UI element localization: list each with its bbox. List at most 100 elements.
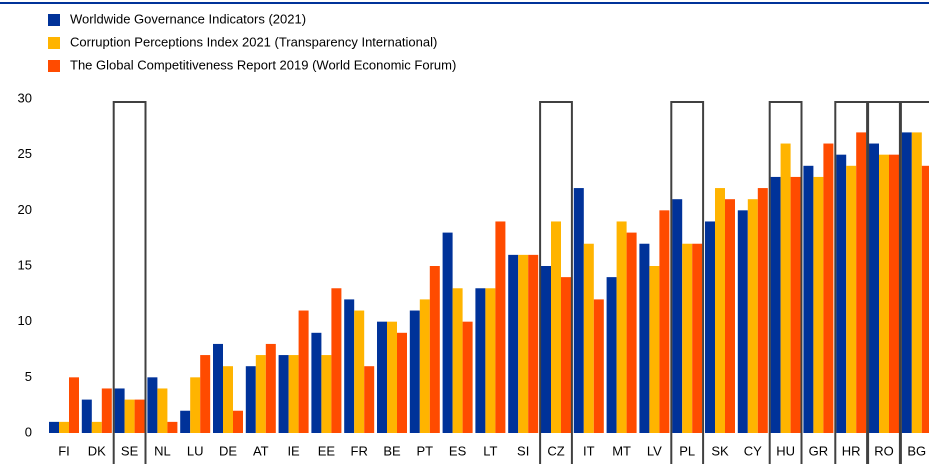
- bar: [442, 232, 453, 433]
- bar: [452, 288, 463, 433]
- bar: [255, 355, 266, 433]
- bar: [790, 176, 801, 433]
- bar: [59, 421, 69, 433]
- bar: [157, 388, 168, 433]
- bar: [124, 399, 135, 433]
- bar: [803, 165, 814, 434]
- legend-swatch: [48, 14, 60, 26]
- y-tick-label: 5: [25, 369, 32, 384]
- bar: [856, 132, 867, 433]
- bar: [288, 355, 299, 433]
- x-tick-label: BE: [383, 443, 401, 458]
- x-tick-label: LU: [187, 443, 204, 458]
- bar: [91, 421, 102, 433]
- y-tick-label: 25: [18, 146, 32, 161]
- bar: [354, 310, 365, 433]
- bar: [485, 288, 496, 433]
- bar: [757, 188, 768, 433]
- bar: [869, 143, 879, 434]
- bar: [147, 377, 158, 433]
- x-tick-label: DK: [88, 443, 106, 458]
- bar: [846, 165, 857, 434]
- bar: [49, 421, 59, 433]
- x-tick-label: FI: [58, 443, 70, 458]
- y-tick-label: 15: [18, 257, 32, 272]
- x-tick-label: SE: [121, 443, 139, 458]
- bar: [419, 299, 430, 433]
- x-tick-label: NL: [154, 443, 171, 458]
- x-tick-label: FR: [351, 443, 368, 458]
- x-tick-label: CZ: [547, 443, 564, 458]
- bar: [81, 399, 92, 433]
- bar: [541, 266, 551, 433]
- bar: [836, 154, 847, 433]
- bar: [770, 176, 781, 433]
- x-tick-label: CY: [744, 443, 762, 458]
- bar: [659, 210, 670, 433]
- bar: [298, 310, 309, 433]
- bar: [223, 366, 233, 433]
- legend-swatch: [48, 60, 60, 72]
- bar: [200, 355, 211, 433]
- y-tick-label: 10: [18, 313, 32, 328]
- bar: [508, 254, 519, 433]
- bar: [462, 321, 473, 433]
- bar: [593, 299, 604, 433]
- bar: [495, 221, 506, 433]
- y-tick-label: 0: [25, 424, 32, 439]
- highlight-box: [834, 101, 869, 464]
- bar: [616, 221, 627, 433]
- bar: [649, 266, 660, 433]
- x-tick-label: HR: [842, 443, 861, 458]
- bar: [901, 132, 912, 433]
- bar: [705, 221, 715, 433]
- bar: [780, 143, 791, 434]
- bar: [725, 199, 735, 433]
- bar: [245, 366, 256, 433]
- bar: [528, 254, 539, 433]
- bar: [114, 388, 125, 433]
- x-tick-label: EE: [318, 443, 336, 458]
- x-tick-label: SK: [711, 443, 729, 458]
- bar: [475, 288, 486, 433]
- bar: [278, 355, 289, 433]
- legend-label: Worldwide Governance Indicators (2021): [70, 11, 306, 26]
- legend-label: Corruption Perceptions Index 2021 (Trans…: [70, 34, 437, 49]
- bar: [626, 232, 637, 433]
- bar: [692, 243, 703, 433]
- bar: [409, 310, 420, 433]
- highlight-box: [768, 101, 803, 464]
- bar: [331, 288, 342, 433]
- bar: [69, 377, 79, 433]
- y-tick-label: 20: [18, 202, 32, 217]
- bar: [265, 343, 276, 433]
- x-tick-label: LT: [483, 443, 497, 458]
- bar: [101, 388, 112, 433]
- x-tick-label: SI: [517, 443, 529, 458]
- legend-label: The Global Competitiveness Report 2019 (…: [70, 57, 456, 72]
- bar: [190, 377, 201, 433]
- bar: [573, 188, 584, 433]
- highlight-box: [899, 101, 929, 464]
- x-tick-label: PT: [416, 443, 433, 458]
- bar: [213, 343, 223, 433]
- bar: [551, 221, 561, 433]
- x-tick-label: DE: [219, 443, 237, 458]
- bar: [737, 210, 748, 433]
- bar: [321, 355, 332, 433]
- x-tick-label: RO: [874, 443, 894, 458]
- bar: [397, 332, 407, 433]
- bar: [387, 321, 397, 433]
- highlight-box: [670, 101, 705, 464]
- bar: [344, 299, 355, 433]
- highlight-box: [539, 101, 573, 464]
- x-tick-label: HU: [776, 443, 795, 458]
- x-tick-label: PL: [679, 443, 695, 458]
- bar: [879, 154, 889, 433]
- bar: [813, 176, 824, 433]
- highlight-box: [867, 101, 901, 464]
- bar: [715, 188, 725, 433]
- legend-swatch: [48, 37, 60, 49]
- bar: [823, 143, 834, 434]
- x-tick-label: IE: [287, 443, 300, 458]
